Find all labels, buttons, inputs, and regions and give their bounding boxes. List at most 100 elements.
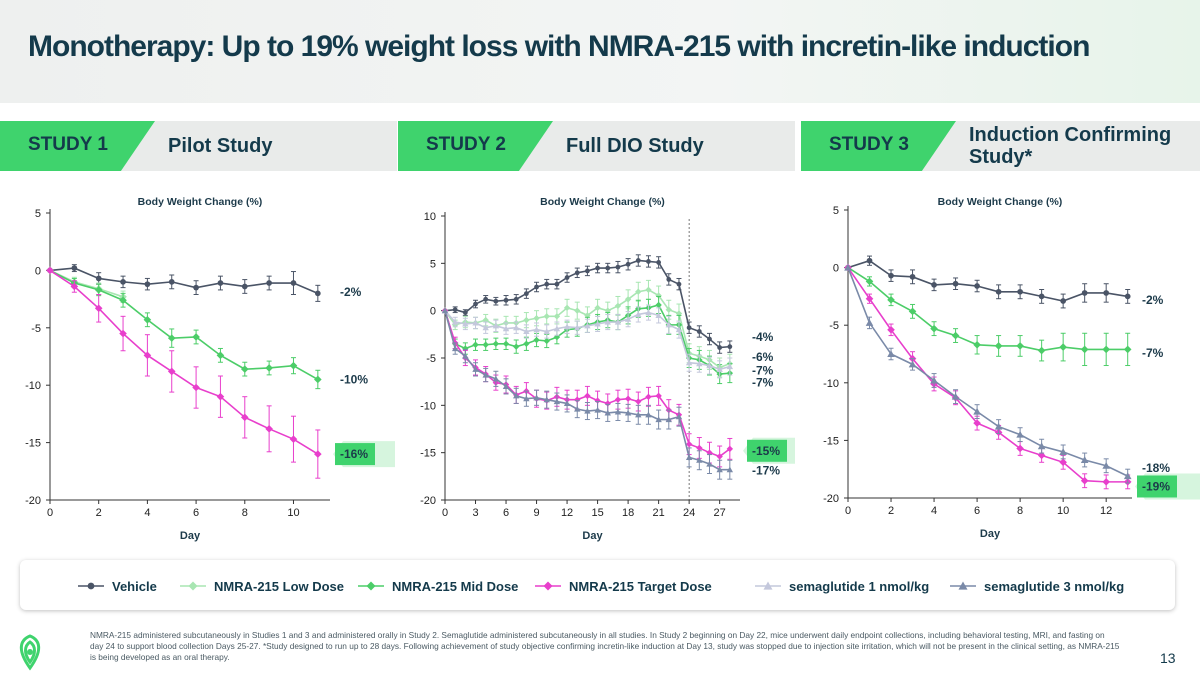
data-point-vehicle <box>707 336 712 342</box>
y-tick-label: -5 <box>426 353 436 365</box>
data-point-sema1 <box>523 328 530 335</box>
data-point-vehicle <box>95 275 102 282</box>
chart-title: Body Weight Change (%) <box>938 196 1063 208</box>
data-point-vehicle <box>266 280 272 286</box>
legend-symbol-sema3 <box>958 581 968 590</box>
study-1-tag-label: STUDY 1 <box>28 134 108 155</box>
page-title: Monotherapy: Up to 19% weight loss with … <box>28 30 1090 63</box>
study-3-name: Induction Confirming Study* <box>969 124 1172 168</box>
data-point-mid <box>523 340 530 347</box>
y-tick-label: -20 <box>420 495 436 507</box>
series-vehicle <box>442 254 733 354</box>
legend-label-semaglutide-1: semaglutide 1 nmol/kg <box>789 578 930 594</box>
data-point-vehicle <box>554 281 560 287</box>
y-tick-label: 0 <box>833 263 839 275</box>
x-tick-label: 4 <box>931 505 937 517</box>
data-point-sema3 <box>533 394 540 401</box>
data-point-vehicle <box>676 281 682 287</box>
data-label: -19% <box>1142 479 1170 493</box>
data-point-sema1 <box>635 311 642 318</box>
y-tick-label: 5 <box>833 205 839 217</box>
data-point-vehicle <box>625 261 631 267</box>
data-label: -16% <box>340 447 368 461</box>
data-point-sema1 <box>482 324 489 331</box>
data-point-target <box>696 444 703 452</box>
data-point-sema3 <box>1123 472 1132 480</box>
data-point-target <box>645 393 652 401</box>
data-point-sema1 <box>685 359 693 366</box>
data-point-vehicle <box>909 273 916 280</box>
data-point-sema1 <box>553 325 561 332</box>
data-point-sema3 <box>563 400 571 406</box>
data-point-sema3 <box>604 409 611 416</box>
data-point-vehicle <box>686 325 692 331</box>
data-point-vehicle <box>1017 288 1023 295</box>
data-point-sema1 <box>513 324 520 331</box>
data-point-sema3 <box>451 345 459 352</box>
data-point-sema3 <box>887 350 895 358</box>
data-point-vehicle <box>656 259 662 265</box>
data-point-sema3 <box>1016 430 1024 438</box>
data-point-mid <box>167 334 176 342</box>
data-point-vehicle <box>193 284 199 291</box>
data-point-sema3 <box>1059 448 1067 455</box>
y-tick-label: -15 <box>25 438 41 450</box>
study-2-header: STUDY 2 Full DIO Study <box>398 121 795 171</box>
y-tick-label: -15 <box>823 435 839 447</box>
data-point-mid <box>973 340 981 349</box>
data-point-mid <box>930 324 938 333</box>
data-point-sema3 <box>482 371 489 378</box>
data-point-sema3 <box>665 416 672 423</box>
study-2-tag-label: STUDY 2 <box>426 134 506 155</box>
data-point-target <box>685 440 693 448</box>
legend-marker-low-dose <box>180 581 206 591</box>
data-point-vehicle <box>473 301 478 307</box>
data-point-mid <box>472 341 479 348</box>
x-tick-label: 2 <box>96 507 102 519</box>
data-point-vehicle <box>120 279 126 285</box>
data-point-target <box>1059 458 1067 467</box>
page-number: 13 <box>1160 650 1176 666</box>
data-label: -7% <box>1142 346 1164 360</box>
data-point-sema3 <box>553 398 561 405</box>
data-point-mid <box>908 307 917 316</box>
data-point-low <box>665 306 672 313</box>
data-point-vehicle <box>564 275 570 280</box>
legend-label-low-dose: NMRA-215 Low Dose <box>214 578 345 594</box>
data-point-sema1 <box>574 324 581 331</box>
data-point-target <box>614 396 622 403</box>
data-point-sema1 <box>563 323 571 330</box>
data-point-target <box>289 435 298 443</box>
x-tick-label: 0 <box>845 505 851 517</box>
data-point-vehicle <box>605 265 611 271</box>
data-point-mid <box>216 351 225 360</box>
chart-title: Body Weight Change (%) <box>540 196 665 208</box>
data-point-vehicle <box>483 296 489 302</box>
x-tick-label: 15 <box>591 507 603 519</box>
x-axis-label: Day <box>180 530 201 542</box>
data-point-target <box>94 304 103 313</box>
data-point-low <box>543 313 550 320</box>
data-point-sema3 <box>574 405 581 412</box>
highlight-badge <box>335 443 375 466</box>
data-point-sema3 <box>706 460 713 467</box>
data-point-mid <box>994 342 1003 350</box>
series-sema3 <box>441 307 734 480</box>
data-point-vehicle <box>1103 290 1110 296</box>
legend-item-low-dose: NMRA-215 Low Dose <box>180 576 344 596</box>
data-label: -4% <box>752 330 774 344</box>
study-3-tag: STUDY 3 <box>801 121 956 171</box>
data-point-sema3 <box>635 411 642 418</box>
data-point-mid <box>533 336 540 344</box>
series-mid <box>844 263 1132 367</box>
x-tick-label: 0 <box>442 507 448 519</box>
data-point-mid <box>492 340 500 347</box>
x-axis-label: Day <box>980 528 1001 540</box>
data-label: -17% <box>752 464 780 478</box>
data-point-mid <box>1080 345 1089 354</box>
legend-item-vehicle: Vehicle <box>78 576 157 596</box>
data-point-sema3 <box>441 307 449 314</box>
data-point-vehicle <box>952 280 959 287</box>
series-line-vehicle <box>49 267 319 295</box>
data-point-target <box>314 450 322 458</box>
